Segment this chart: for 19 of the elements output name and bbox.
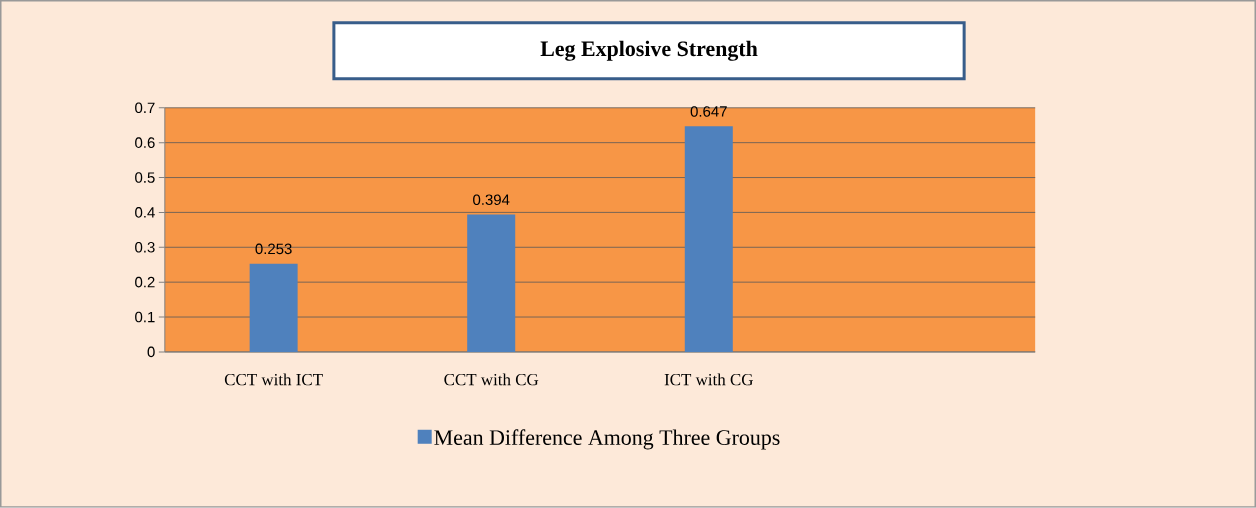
data-label: 0.647 (690, 106, 727, 117)
chart-title: Leg Explosive Strength (540, 40, 758, 61)
bar (684, 126, 733, 353)
y-tick-label: 0.1 (135, 311, 155, 323)
bar (467, 214, 516, 353)
data-label: 0.394 (473, 194, 510, 206)
data-label: 0.253 (255, 243, 292, 255)
y-tick-label: 0.3 (135, 242, 155, 253)
x-tick-label: ICT with CG (664, 373, 753, 386)
legend-label: Mean Difference Among Three Groups (434, 429, 780, 450)
y-tick-label: 0.6 (135, 137, 155, 149)
y-tick-label: 0.4 (135, 207, 155, 218)
y-tick-label: 0.5 (135, 172, 155, 183)
x-tick-label: CCT with ICT (224, 373, 323, 386)
y-tick-label: 0 (147, 346, 155, 358)
bar (249, 263, 298, 353)
y-tick-label: 0.2 (135, 277, 155, 288)
x-tick-label: CCT with CG (444, 373, 539, 386)
y-tick-label: 0.7 (135, 102, 155, 114)
